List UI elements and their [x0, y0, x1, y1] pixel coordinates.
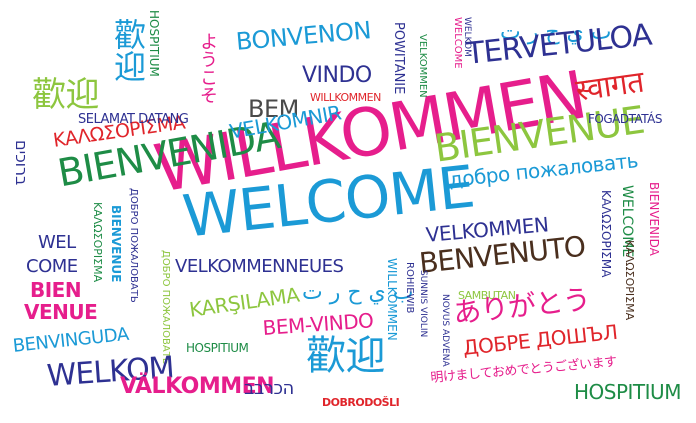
word-wel: WEL [38, 232, 76, 253]
word-youkoso-vertical: ようこそ [197, 32, 218, 104]
word-novus-advena: NOVUS ADVENA [440, 294, 450, 367]
word-arabic-mid: ب ي ح ر ت [302, 280, 414, 305]
word-hebrew-bottom: הכרבב [244, 378, 294, 399]
word-dobre-doshal: ДОБРЕ ДОШЪЛ [461, 319, 619, 360]
word-vindo: VINDO [302, 63, 372, 88]
word-velkommen-vertical: VELKOMMEN [417, 34, 428, 98]
word-vertical-navy-2: SUNNIS VIOLIN [418, 270, 428, 338]
word-vertical-navy-1: ROHIEWIB [404, 262, 415, 314]
word-hospitium-mid: HOSPITIUM [186, 341, 249, 355]
word-arabic-top: ب ي ح ر ت [500, 20, 612, 45]
word-huanying-bottom: 歡迎 [306, 333, 386, 379]
word-dobrodosli: DOBRODOŠLI [322, 396, 400, 409]
word-welcome-vertical-pink: WELCOME [452, 17, 463, 69]
word-kalosorisma-vertical-green: ΚΑΛΩΣΟΡΙΣΜΑ [91, 202, 104, 283]
word-fogadtatas: FOGADTATÁS [588, 112, 663, 126]
word-kalosorisma-vertical-right: ΚΑΛΩΣΟΡΙΣΜΑ [599, 190, 613, 278]
word-selamat-datang: SELAMAT DATANG [78, 112, 189, 127]
word-benvinguda: BENVINGUDA [11, 323, 130, 357]
word-hospitium-vertical-top: HOSPITIUM [147, 10, 161, 77]
word-hebrew-vertical: ברוכים [12, 140, 31, 186]
word-willkommen-vertical: WILLKOMMEN [385, 258, 399, 341]
word-bien: BIEN [30, 278, 82, 302]
word-bienvenue-vertical: BIENVENUE [109, 205, 123, 283]
word-venue: VENUE [24, 300, 98, 324]
word-valkommen: VÄLKOMMEN [120, 374, 275, 399]
word-welkom-vertical: WELKOM [462, 17, 472, 57]
word-velkommenneues: VELKOMMENNEUES [175, 256, 344, 277]
word-come: COME [26, 256, 78, 277]
word-kalosorisma-vertical-brown: ΚΑΛΩΣΟΡΙΣΜΑ [623, 240, 636, 321]
word-bem: BEM [248, 95, 299, 123]
word-powitanie: POWITANIE [391, 22, 406, 95]
word-hospitium-bottom: HOSPITIUM [574, 380, 681, 404]
word-sambutan: SAMBUTAN [458, 289, 516, 302]
word-huanying-green: 歡迎 [32, 75, 100, 115]
word-bienvenida-vertical-right: BIENVENIDA [647, 182, 661, 256]
word-huanying-vertical: 歡迎 [109, 18, 147, 82]
word-willkommen-small: WILLKOMMEN [310, 91, 381, 104]
word-dobro-vertical-green: ДОБРО ПОЖАЛОВАТЬ [160, 250, 171, 365]
word-bonvenon: BONVENON [234, 16, 373, 56]
word-dobro-vertical-navy: ДОБРО ПОЖАЛОВАТЬ [128, 188, 139, 303]
word-welcome-vertical-right: WELCOME [619, 185, 635, 258]
